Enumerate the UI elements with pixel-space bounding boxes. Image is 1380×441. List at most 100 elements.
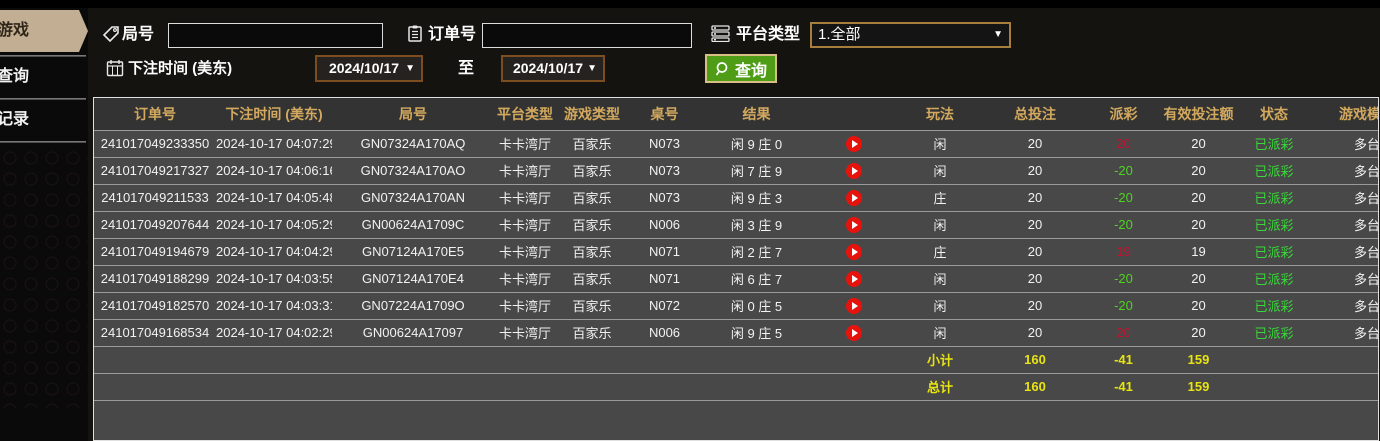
- cell-round-no: GN07324A170AN: [332, 184, 494, 212]
- cell-game-mode: 多台: [1312, 157, 1378, 185]
- table-row[interactable]: 241017049217327 2024-10-17 04:06:16 GN07…: [94, 157, 1378, 185]
- date-to-label: 至: [458, 60, 475, 77]
- col-bet-time: 下注时间 (美东): [216, 98, 332, 131]
- col-play: 玩法: [896, 98, 984, 131]
- cell-total-bet: 20: [984, 238, 1086, 266]
- play-icon: [852, 193, 858, 202]
- cell-order-no: 241017049211533: [94, 184, 216, 212]
- platform-type-select[interactable]: 1.全部 ▼: [810, 22, 1011, 48]
- table-row[interactable]: 241017049233350 2024-10-17 04:07:29 GN07…: [94, 130, 1378, 158]
- play-icon: [852, 220, 858, 229]
- cell-video: [812, 130, 896, 158]
- cell-status: 已派彩: [1236, 292, 1312, 320]
- cell-result: 闲 7 庄 9: [701, 157, 812, 185]
- cell-platform: 卡卡湾厅: [494, 265, 556, 293]
- cell-status: 已派彩: [1236, 319, 1312, 347]
- table-row[interactable]: 241017049194679 2024-10-17 04:04:29 GN07…: [94, 238, 1378, 266]
- cell-total-bet: 20: [984, 292, 1086, 320]
- cell-platform: 卡卡湾厅: [494, 130, 556, 158]
- col-total-bet: 总投注: [984, 98, 1086, 131]
- cell-bet-time: 2024-10-17 04:03:55: [216, 265, 332, 293]
- cell-payout: 19: [1086, 238, 1161, 266]
- date-to-value: 2024/10/17: [512, 60, 584, 76]
- table-row[interactable]: 241017049211533 2024-10-17 04:05:48 GN07…: [94, 184, 1378, 212]
- cell-video: [812, 319, 896, 347]
- cell-order-no: 241017049217327: [94, 157, 216, 185]
- cell-game-type: 百家乐: [556, 319, 628, 347]
- cell-game-type: 百家乐: [556, 130, 628, 158]
- play-video-button[interactable]: [846, 243, 862, 260]
- cell-payout: -20: [1086, 211, 1161, 239]
- search-button[interactable]: 查询: [705, 54, 778, 83]
- play-icon: [852, 247, 858, 256]
- cell-play: 闲: [896, 319, 984, 347]
- grand-total-row: 总计 160 -41 159: [94, 373, 1378, 401]
- sidebar-item-game[interactable]: 游戏: [0, 10, 88, 52]
- subtotal-payout: -41: [1086, 346, 1161, 374]
- cell-total-bet: 20: [984, 130, 1086, 158]
- cell-table-no: N073: [628, 130, 701, 158]
- cell-status: 已派彩: [1236, 265, 1312, 293]
- table-row[interactable]: 241017049207644 2024-10-17 04:05:29 GN00…: [94, 211, 1378, 239]
- order-no-label: 订单号: [428, 26, 477, 43]
- cell-round-no: GN07224A1709O: [332, 292, 494, 320]
- cell-payout: -20: [1086, 292, 1161, 320]
- play-video-button[interactable]: [846, 270, 862, 287]
- col-game-mode: 游戏模式: [1312, 98, 1378, 131]
- col-order-no: 订单号: [94, 98, 216, 131]
- cell-play: 闲: [896, 130, 984, 158]
- order-no-input[interactable]: [482, 23, 692, 48]
- chevron-down-icon: ▼: [587, 63, 597, 74]
- play-video-button[interactable]: [846, 216, 862, 233]
- table-row[interactable]: 241017049188299 2024-10-17 04:03:55 GN07…: [94, 265, 1378, 293]
- play-video-button[interactable]: [846, 324, 862, 341]
- cell-play: 庄: [896, 238, 984, 266]
- cell-round-no: GN07324A170AO: [332, 157, 494, 185]
- play-video-button[interactable]: [846, 162, 862, 179]
- cell-video: [812, 211, 896, 239]
- cell-bet-time: 2024-10-17 04:05:29: [216, 211, 332, 239]
- cell-result: 闲 9 庄 0: [701, 130, 812, 158]
- date-to-picker[interactable]: 2024/10/17 ▼: [501, 55, 605, 82]
- cell-payout: 20: [1086, 130, 1161, 158]
- cell-total-bet: 20: [984, 211, 1086, 239]
- cell-game-mode: 多台: [1312, 184, 1378, 212]
- table-row[interactable]: 241017049182570 2024-10-17 04:03:31 GN07…: [94, 292, 1378, 320]
- col-valid-bet: 有效投注额: [1161, 98, 1236, 131]
- cell-total-bet: 20: [984, 157, 1086, 185]
- play-video-button[interactable]: [846, 135, 862, 152]
- table-row[interactable]: 241017049168534 2024-10-17 04:02:29 GN00…: [94, 319, 1378, 347]
- subtotal-row: 小计 160 -41 159: [94, 346, 1378, 374]
- cell-status: 已派彩: [1236, 238, 1312, 266]
- cell-total-bet: 20: [984, 265, 1086, 293]
- cell-table-no: N073: [628, 184, 701, 212]
- bet-time-label: 下注时间 (美东): [128, 60, 233, 77]
- cell-valid-bet: 19: [1161, 238, 1236, 266]
- play-video-button[interactable]: [846, 189, 862, 206]
- sidebar-divider: [0, 98, 86, 100]
- date-from-picker[interactable]: 2024/10/17 ▼: [315, 55, 423, 82]
- cell-video: [812, 157, 896, 185]
- cell-bet-time: 2024-10-17 04:04:29: [216, 238, 332, 266]
- cell-video: [812, 292, 896, 320]
- cell-game-mode: 多台: [1312, 211, 1378, 239]
- cell-order-no: 241017049168534: [94, 319, 216, 347]
- cell-table-no: N006: [628, 211, 701, 239]
- sidebar-item-record[interactable]: 记录: [0, 111, 30, 128]
- cell-platform: 卡卡湾厅: [494, 184, 556, 212]
- calendar-icon: [106, 59, 124, 77]
- cell-play: 庄: [896, 184, 984, 212]
- main-panel: 局号 订单号 平台类型 1.全部 ▼ 下注时间 (美东) 2024/10/17 …: [88, 0, 1380, 441]
- clipboard-icon: [406, 24, 424, 42]
- chevron-down-icon: ▼: [993, 29, 1003, 40]
- cell-payout: -20: [1086, 184, 1161, 212]
- cell-game-mode: 多台: [1312, 238, 1378, 266]
- cell-video: [812, 238, 896, 266]
- sidebar-item-query[interactable]: 查询: [0, 68, 30, 85]
- cell-round-no: GN07124A170E4: [332, 265, 494, 293]
- platform-type-selected: 1.全部: [818, 26, 861, 43]
- play-video-button[interactable]: [846, 297, 862, 314]
- cell-valid-bet: 20: [1161, 157, 1236, 185]
- round-no-input[interactable]: [168, 23, 383, 48]
- cell-payout: 20: [1086, 319, 1161, 347]
